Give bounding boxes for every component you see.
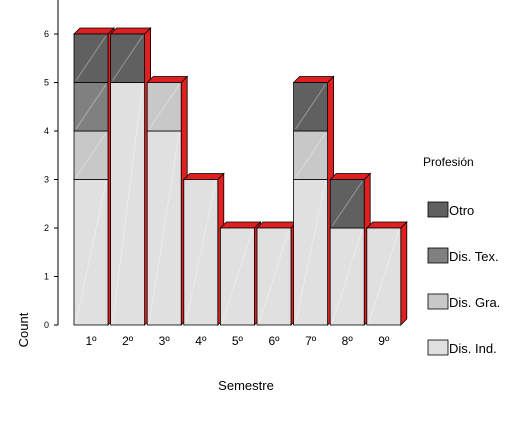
bar-segment [146,82,182,132]
bar-segment-shine [75,181,107,324]
x-tick-label: 3º [159,334,171,348]
y-tick-label: 1 [44,272,49,282]
legend-swatch [427,201,449,218]
bars [73,27,408,326]
y-tick-label: 3 [44,175,49,185]
bar-segment-shine [258,229,290,324]
y-tick-label: 2 [44,223,49,233]
y-tick-label: 0 [44,320,49,330]
bar-top-face [292,76,335,83]
bar-segment-shine [295,132,327,178]
bar-segment-shine [148,132,180,324]
bar-segment [219,227,255,326]
legend-label: Dis. Ind. [449,341,497,356]
bar-segment [329,227,365,326]
bar-segment-shine [331,181,363,227]
bar-segment-shine [75,35,107,81]
bar-segment [73,130,109,180]
y-tick-label: 6 [44,29,49,39]
bar-segment [73,33,109,83]
bar-segment-shine [185,181,217,324]
x-tick-label: 4º [195,334,207,348]
bar-segment-shine [112,84,144,324]
legend-swatch [427,339,449,356]
bar-top-face [182,173,225,180]
bar-segment-shine [368,229,400,324]
bar-top-face [329,173,372,180]
y-axis: 01234567 [44,0,59,330]
bar-segment [73,82,109,132]
y-tick-label: 4 [44,126,49,136]
legend-label: Dis. Gra. [449,295,500,310]
bar-segment [293,130,329,180]
x-tick-label: 9º [378,334,390,348]
bar-segment [293,179,329,326]
y-axis-title: Count [16,312,31,347]
bar-segment [110,33,145,83]
x-tick-label: 5º [232,334,244,348]
x-axis-labels: 1º 2º 3º 4º 5º 6º 7º 8º 9º [85,334,389,348]
legend-swatch [427,293,449,310]
bar-segment [293,82,329,132]
bar-top-face [73,27,115,35]
bar-side-face [400,221,408,326]
bar-segment-shine [295,181,327,324]
bar-top-face [365,221,408,229]
bar-segment-shine [75,132,107,178]
x-tick-label: 1º [85,334,97,348]
bar-segment [366,227,402,326]
bar-segment-shine [331,229,363,324]
bar-segment [256,227,292,326]
legend-swatch [427,247,449,264]
bar-segment-shine [75,84,107,130]
legend-title: Profesión [423,155,474,169]
bar-segment [183,179,219,326]
legend: Profesión Otro Dis. Tex. Dis. Gra. Dis. Ind… [423,155,500,356]
y-tick-label: 5 [44,78,49,88]
legend-label: Dis. Tex. [449,249,499,264]
x-axis-title: Semestre [218,378,274,393]
bar-segment-shine [295,84,327,130]
bar-segment-shine [112,35,144,81]
bar-top-face [109,27,152,35]
bar-segment-shine [221,229,253,324]
bar-top-face [219,221,262,229]
bar-top-face [256,221,298,229]
bar-segment [146,130,182,326]
x-tick-label: 2º [122,334,134,348]
legend-label: Otro [449,203,474,218]
bar-top-face [146,76,189,83]
x-tick-label: 7º [305,334,317,348]
bar-segment-shine [148,84,180,130]
bar-segment [73,179,109,326]
x-tick-label: 6º [268,334,280,348]
bar-segment [329,179,365,229]
x-tick-label: 8º [342,334,354,348]
bar-segment [110,82,145,326]
